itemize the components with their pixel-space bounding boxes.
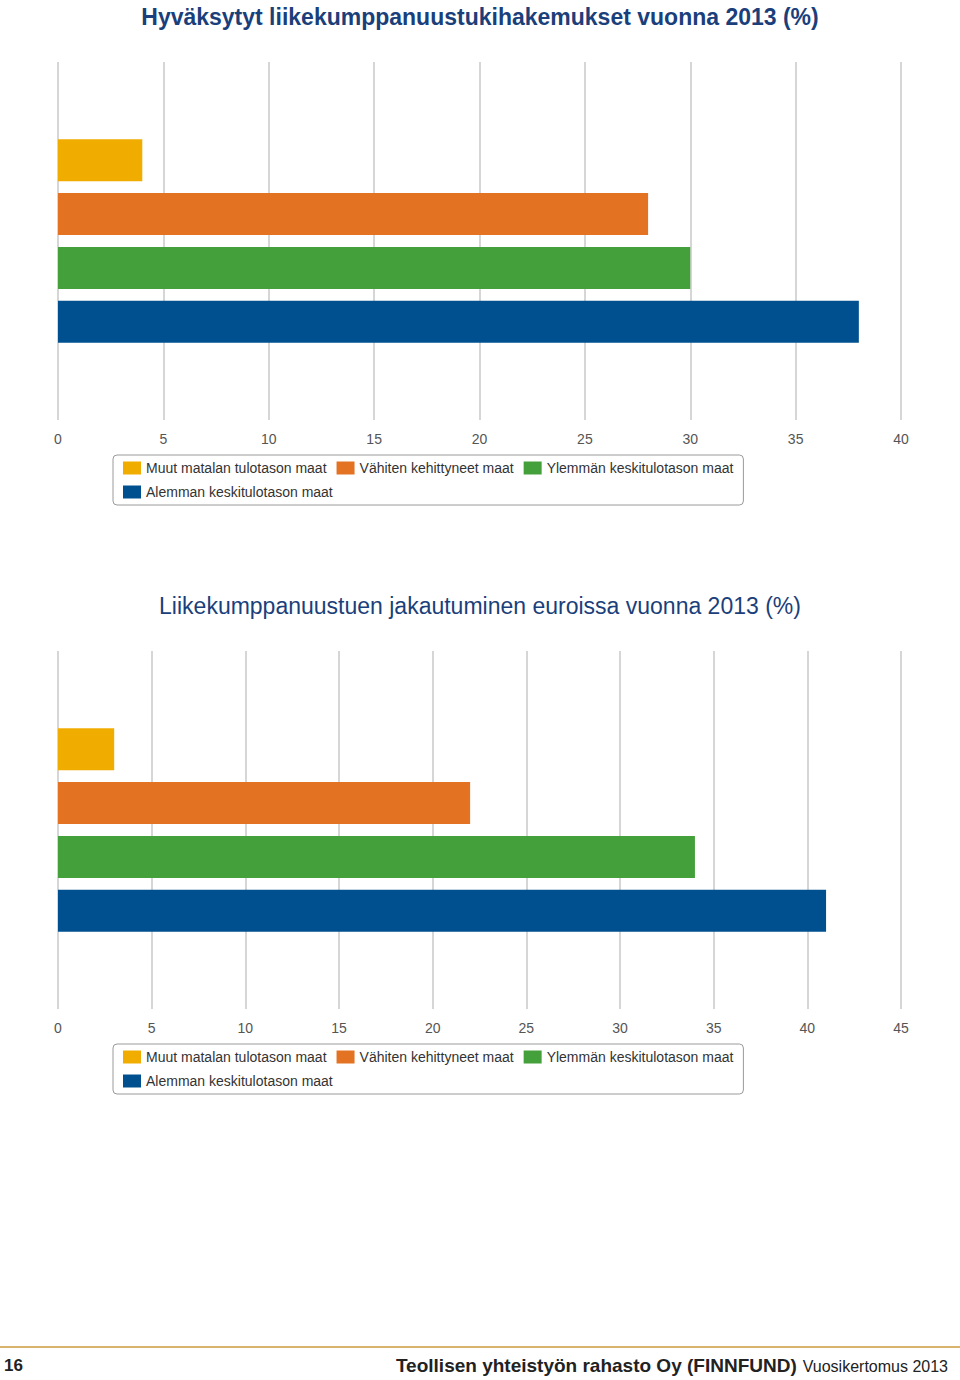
svg-text:30: 30 xyxy=(612,1020,628,1036)
svg-text:20: 20 xyxy=(472,431,488,447)
svg-text:Muut matalan tulotason maat: Muut matalan tulotason maat xyxy=(146,460,327,476)
svg-text:Liikekumppanuustuen jakautumin: Liikekumppanuustuen jakautuminen euroiss… xyxy=(159,593,801,619)
svg-text:15: 15 xyxy=(331,1020,347,1036)
svg-text:0: 0 xyxy=(54,1020,62,1036)
svg-text:20: 20 xyxy=(425,1020,441,1036)
svg-text:30: 30 xyxy=(682,431,698,447)
svg-text:40: 40 xyxy=(893,431,909,447)
svg-text:0: 0 xyxy=(54,431,62,447)
svg-text:Hyväksytyt liikekumppanuustuki: Hyväksytyt liikekumppanuustukihakemukset… xyxy=(141,4,818,30)
svg-text:5: 5 xyxy=(159,431,167,447)
svg-text:Muut matalan tulotason maat: Muut matalan tulotason maat xyxy=(146,1049,327,1065)
svg-text:Vähiten kehittyneet maat: Vähiten kehittyneet maat xyxy=(360,460,514,476)
svg-text:45: 45 xyxy=(893,1020,909,1036)
svg-text:Vähiten kehittyneet maat: Vähiten kehittyneet maat xyxy=(360,1049,514,1065)
svg-text:Ylemmän keskitulotason maat: Ylemmän keskitulotason maat xyxy=(547,460,734,476)
svg-text:Alemman keskitulotason maat: Alemman keskitulotason maat xyxy=(146,1073,333,1089)
svg-text:25: 25 xyxy=(577,431,593,447)
svg-text:35: 35 xyxy=(788,431,804,447)
svg-text:40: 40 xyxy=(800,1020,816,1036)
svg-text:35: 35 xyxy=(706,1020,722,1036)
svg-text:15: 15 xyxy=(366,431,382,447)
svg-text:25: 25 xyxy=(519,1020,535,1036)
svg-text:5: 5 xyxy=(148,1020,156,1036)
svg-text:Ylemmän keskitulotason maat: Ylemmän keskitulotason maat xyxy=(547,1049,734,1065)
svg-text:10: 10 xyxy=(261,431,277,447)
svg-text:10: 10 xyxy=(238,1020,254,1036)
html-text:16: 16 xyxy=(4,1356,23,1375)
html-text:Teollisen yhteistyön rahasto O: Teollisen yhteistyön rahasto Oy (FINNFUN… xyxy=(395,1355,948,1376)
svg-text:Alemman keskitulotason maat: Alemman keskitulotason maat xyxy=(146,484,333,500)
